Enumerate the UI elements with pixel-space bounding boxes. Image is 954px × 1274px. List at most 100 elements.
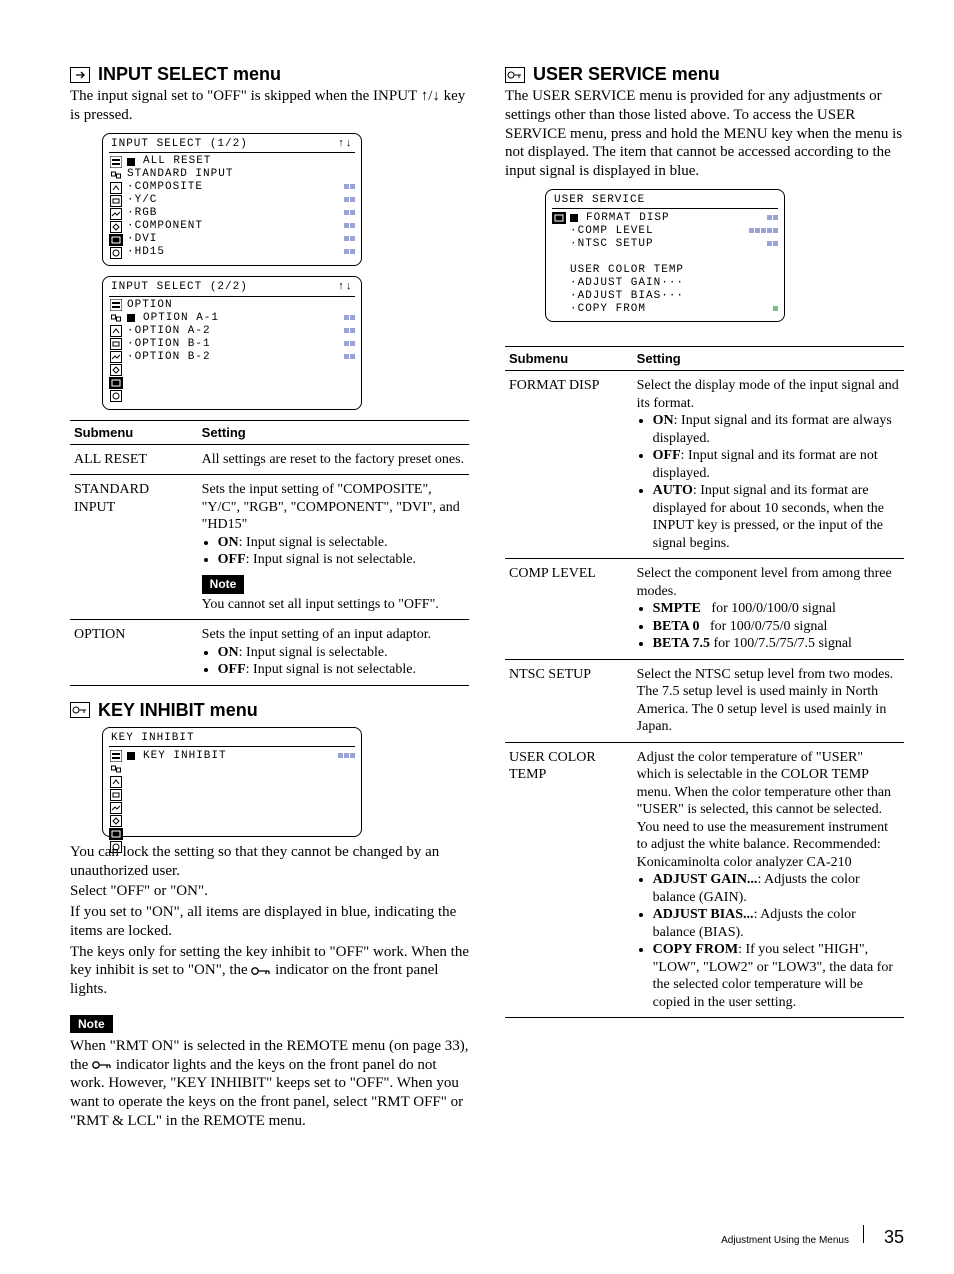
- us-r3-a: Select the NTSC setup level from two mod…: [637, 666, 900, 684]
- us-row0: FORMAT DISP: [586, 212, 762, 225]
- ki-b2: Select "OFF" or "ON".: [70, 882, 469, 901]
- us-row6: ·ADJUST BIAS···: [570, 290, 778, 303]
- user-service-heading-row: USER SERVICE menu: [505, 64, 904, 85]
- r3-sub: OPTION: [70, 620, 198, 686]
- val-dots: [343, 194, 355, 207]
- osd1-row1: STANDARD INPUT: [127, 168, 355, 181]
- ki-b3: If you set to "ON", all items are displa…: [70, 903, 469, 941]
- osd1-row2: ·COMPOSITE: [127, 181, 339, 194]
- val-dots: [337, 750, 355, 763]
- us-r2-b75-t: for 100/7.5/75/7.5 signal: [713, 636, 851, 651]
- side-icon: [109, 763, 123, 775]
- key-inhibit-heading: KEY INHIBIT menu: [98, 700, 258, 721]
- r2-on: ON: [218, 535, 239, 550]
- note-label: Note: [202, 575, 245, 594]
- ki-b1: You can lock the setting so that they ca…: [70, 843, 469, 881]
- page-footer: Adjustment Using the Menus 35: [721, 1225, 904, 1248]
- us-r2-b0-t: for 100/0/75/0 signal: [710, 619, 827, 634]
- cursor-mark: [570, 214, 578, 222]
- osd-us-title: USER SERVICE: [554, 194, 645, 207]
- us-r2-sub: COMP LEVEL: [505, 559, 633, 660]
- th-setting: Setting: [198, 420, 469, 444]
- r2-note: You cannot set all input settings to "OF…: [202, 596, 465, 614]
- side-icon: [109, 351, 123, 363]
- val-dots: [343, 338, 355, 351]
- osd-key-inhibit: KEY INHIBIT KEY INHIBIT: [102, 727, 362, 837]
- up-arrow-glyph: ↑: [421, 88, 429, 104]
- user-service-heading: USER SERVICE menu: [533, 64, 720, 85]
- th-submenu: Submenu: [70, 420, 198, 444]
- r3-on-t: : Input signal is selectable.: [239, 645, 388, 660]
- side-icon: [552, 212, 566, 224]
- input-select-heading: INPUT SELECT menu: [98, 64, 281, 85]
- val-dots: [766, 238, 778, 251]
- ki-b4: The keys only for setting the key inhibi…: [70, 943, 469, 999]
- side-icon: [109, 221, 123, 233]
- key-inhibit-heading-row: KEY INHIBIT menu: [70, 700, 469, 721]
- r2-set: Sets the input setting of "COMPOSITE", "…: [198, 475, 469, 620]
- side-icon: [109, 390, 123, 402]
- osd2-row0: OPTION: [127, 299, 355, 312]
- side-icon: [109, 776, 123, 788]
- us-r1-off: OFF: [653, 448, 681, 463]
- osd1-row4: ·RGB: [127, 207, 339, 220]
- side-icon: [109, 364, 123, 376]
- side-icon: [109, 789, 123, 801]
- side-icon: [109, 156, 123, 168]
- side-icon: [109, 247, 123, 259]
- th-submenu: Submenu: [505, 347, 633, 371]
- osd2-title: INPUT SELECT (2/2): [111, 281, 248, 294]
- key-indicator-icon: [92, 1060, 112, 1070]
- osd2-row1: OPTION A-1: [143, 312, 339, 325]
- us-r4-cf: COPY FROM: [653, 942, 738, 957]
- val-dots: [343, 325, 355, 338]
- th-setting: Setting: [633, 347, 904, 371]
- side-icon: [109, 828, 123, 840]
- side-icon: [109, 195, 123, 207]
- side-icon: [109, 208, 123, 220]
- us-r2-a: Select the component level from among th…: [637, 565, 900, 600]
- val-dots: [748, 225, 778, 238]
- input-select-table: Submenu Setting ALL RESET All settings a…: [70, 420, 469, 686]
- osd-user-service: USER SERVICE FORMAT DISP ·COMP LEVEL ·NT…: [545, 189, 785, 323]
- us-r2-smpte: SMPTE: [653, 601, 701, 616]
- osd1-row5: ·COMPONENT: [127, 220, 339, 233]
- us-r2-set: Select the component level from among th…: [633, 559, 904, 660]
- ki-note-b: indicator lights and the keys on the fro…: [70, 1057, 463, 1129]
- osd-input-select-2: INPUT SELECT (2/2) ↑↓ OPTION OPTION A-1 …: [102, 276, 362, 410]
- side-icon: [109, 182, 123, 194]
- side-icon: [109, 338, 123, 350]
- val-dots: [343, 351, 355, 364]
- footer-label: Adjustment Using the Menus: [721, 1235, 849, 1246]
- osd1-row7: ·HD15: [127, 246, 339, 259]
- us-row7: ·COPY FROM: [570, 303, 768, 316]
- footer-bar: [863, 1225, 864, 1243]
- right-column: USER SERVICE menu The USER SERVICE menu …: [505, 60, 904, 1139]
- ki-note-label: Note: [70, 1015, 113, 1033]
- val-dots: [343, 207, 355, 220]
- r3-off-t: : Input signal is not selectable.: [246, 662, 416, 677]
- osd1-row0: ALL RESET: [143, 155, 355, 168]
- r3-on: ON: [218, 645, 239, 660]
- two-column-layout: INPUT SELECT menu The input signal set t…: [70, 60, 904, 1139]
- side-icon: [109, 750, 123, 762]
- us-row4: USER COLOR TEMP: [570, 264, 778, 277]
- osd-ki-title: KEY INHIBIT: [111, 732, 195, 745]
- us-r2-b75: BETA 7.5: [653, 636, 710, 651]
- input-select-icon: [70, 67, 90, 83]
- osd2-row2: ·OPTION A-2: [127, 325, 339, 338]
- osd1-arrows: ↑↓: [338, 138, 353, 151]
- side-icon: [109, 325, 123, 337]
- user-service-icon: [505, 67, 525, 83]
- r3-set-a: Sets the input setting of an input adapt…: [202, 626, 465, 644]
- osd2-arrows: ↑↓: [338, 281, 353, 294]
- key-indicator-icon: [251, 966, 271, 976]
- us-r1-set: Select the display mode of the input sig…: [633, 371, 904, 559]
- us-r3-set: Select the NTSC setup level from two mod…: [633, 659, 904, 742]
- manual-page: INPUT SELECT menu The input signal set t…: [0, 0, 954, 1274]
- r2-on-t: : Input signal is selectable.: [239, 535, 388, 550]
- us-row2: ·NTSC SETUP: [570, 238, 762, 251]
- us-r3-b: The 7.5 setup level is used mainly in No…: [637, 683, 900, 736]
- side-icon: [109, 312, 123, 324]
- user-service-intro: The USER SERVICE menu is provided for an…: [505, 87, 904, 181]
